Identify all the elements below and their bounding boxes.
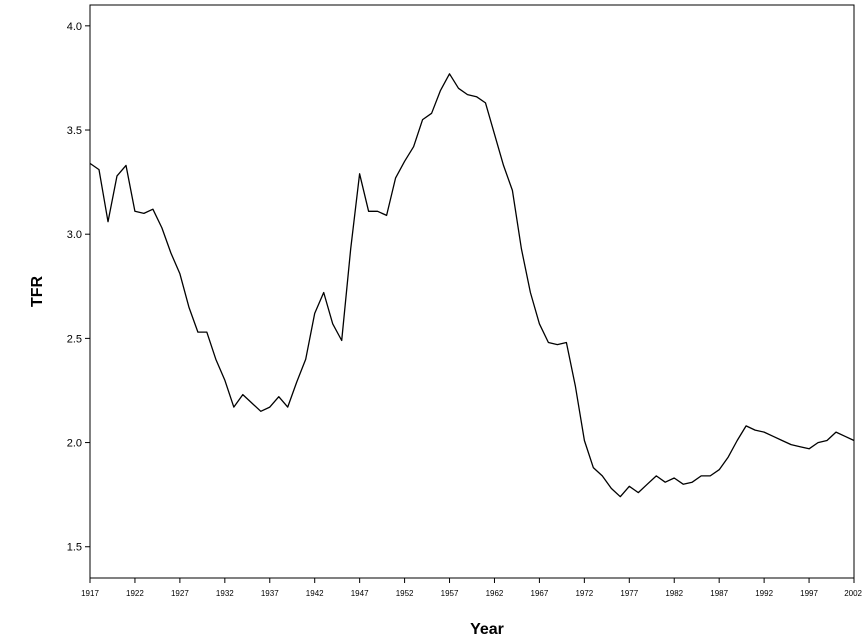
plot-frame xyxy=(89,4,855,579)
y-axis-title: TFR xyxy=(29,276,46,308)
y-tick-label: 2.0 xyxy=(67,438,82,450)
x-tick-label: 1937 xyxy=(261,589,279,598)
x-tick-label: 1997 xyxy=(800,589,818,598)
x-tick-label: 1952 xyxy=(396,589,414,598)
x-tick-label: 1977 xyxy=(620,589,638,598)
y-tick-label: 2.5 xyxy=(67,333,82,345)
y-tick-label: 3.5 xyxy=(67,125,82,137)
y-tick-label: 1.5 xyxy=(67,542,82,554)
x-tick-label: 1962 xyxy=(486,589,504,598)
x-tick-label: 1987 xyxy=(710,589,728,598)
x-tick-label: 1972 xyxy=(575,589,593,598)
x-tick-label: 1957 xyxy=(441,589,459,598)
x-tick-label: 1922 xyxy=(126,589,144,598)
y-tick-label: 4.0 xyxy=(67,21,82,33)
x-tick-label: 1992 xyxy=(755,589,773,598)
x-tick-label: 1967 xyxy=(531,589,549,598)
x-axis-title: Year xyxy=(470,621,504,638)
x-tick-label: 1927 xyxy=(171,589,189,598)
x-tick-label: 1942 xyxy=(306,589,324,598)
series-line-tfr xyxy=(89,73,855,498)
x-tick-label: 2002 xyxy=(844,589,862,598)
x-tick-label: 1917 xyxy=(81,589,99,598)
x-tick-label: 1982 xyxy=(665,589,683,598)
x-tick-label: 1932 xyxy=(216,589,234,598)
x-tick-label: 1947 xyxy=(351,589,369,598)
y-tick-label: 3.0 xyxy=(67,229,82,241)
